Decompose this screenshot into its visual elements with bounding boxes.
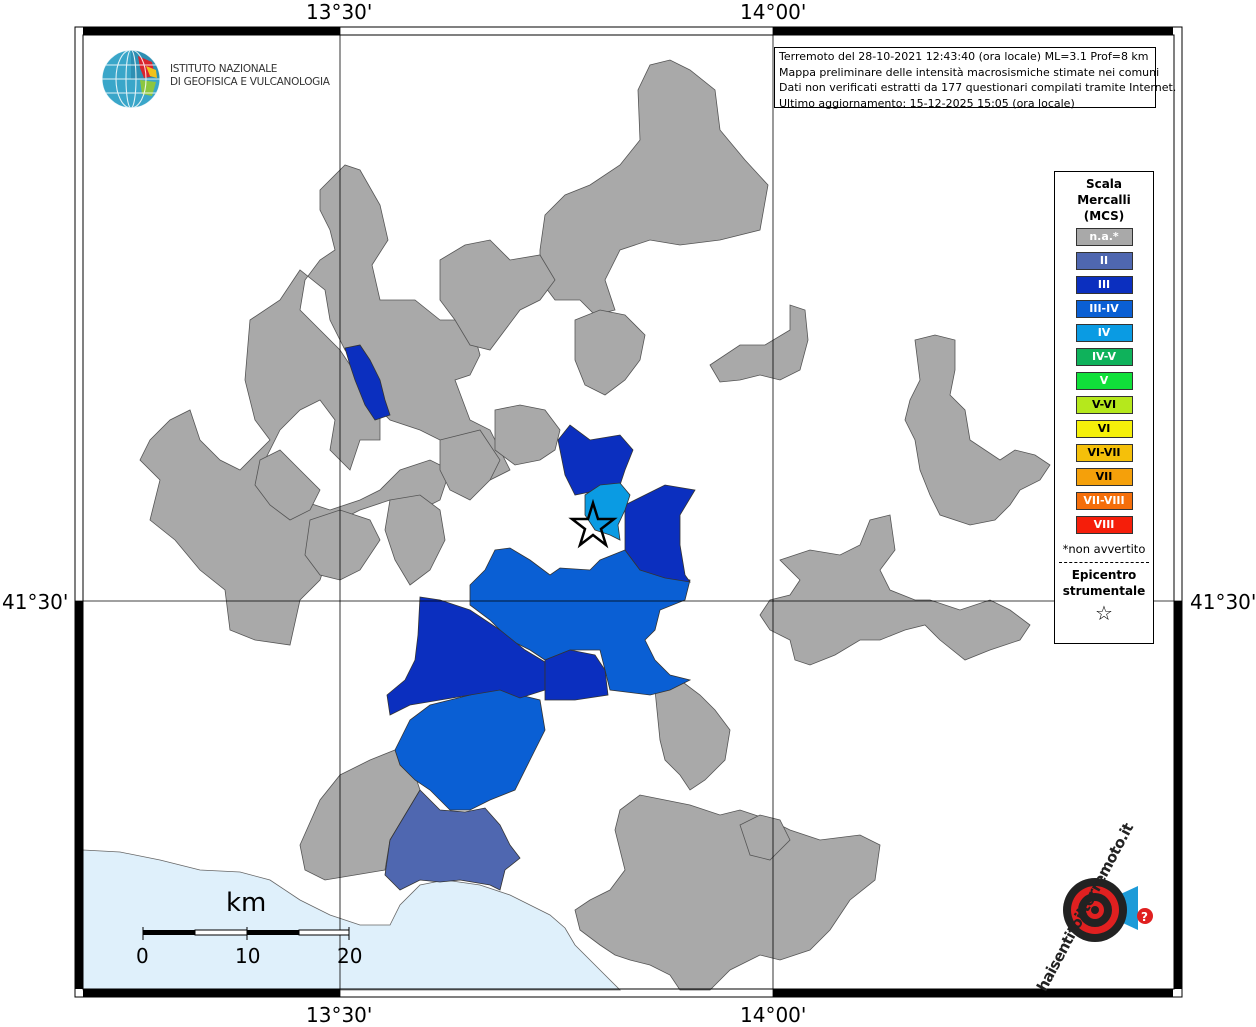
municipality-center-west — [439, 429, 501, 501]
legend-note: *non avvertito — [1062, 542, 1146, 556]
epicentre-star-icon — [568, 498, 618, 549]
mcs-legend: Scala Mercalli (MCS) n.a.* II III III-IV IV I… — [1054, 171, 1154, 644]
scale-unit: km — [226, 888, 267, 918]
graticule — [75, 27, 1182, 997]
latitude-label-right: 41°30' — [1190, 590, 1256, 614]
municipality-iii-north — [557, 424, 634, 496]
municipality-iii-south-center — [544, 649, 609, 701]
ingv-name-line2: DI GEOFISICA E VULCANOLOGIA — [170, 76, 330, 88]
municipalities-not-available — [139, 59, 1051, 991]
longitude-label-bottom-left: 13°30' — [306, 1003, 373, 1027]
legend-star-icon: ☆ — [1095, 601, 1113, 625]
legend-epicentre-line1: Epicentro — [1071, 568, 1137, 582]
longitude-label-top-left: 13°30' — [306, 0, 373, 24]
municipality-west-2 — [304, 509, 381, 581]
legend-swatch-n-a: n.a.* — [1075, 228, 1133, 246]
legend-title-line1: Scala — [1085, 177, 1123, 191]
legend-swatch-v-vi: V-VI — [1075, 396, 1133, 414]
municipality-iii-east — [624, 484, 696, 583]
municipality-ii — [384, 789, 521, 891]
ingv-logo: ISTITUTO NAZIONALE DI GEOFISICA E VULCAN… — [100, 48, 330, 110]
legend-items: n.a.* II III III-IV IV IV-V V V-VI VI VI-VII VII VI… — [1055, 228, 1153, 534]
sea — [82, 849, 621, 991]
municipality-north-3 — [574, 309, 646, 396]
map-frame — [74, 26, 1183, 998]
municipality-east-1 — [709, 304, 809, 383]
legend-swatch-iv: IV — [1075, 324, 1133, 342]
scale-tick-20: 20 — [337, 944, 363, 968]
municipality-iv — [584, 482, 631, 541]
legend-title-line2: Mercalli — [1077, 193, 1131, 207]
scale-bar — [142, 927, 350, 940]
municipality-north — [539, 59, 769, 316]
scale-tick-0: 0 — [136, 944, 149, 968]
municipality-south-2 — [574, 794, 881, 991]
municipalities-iii-iv — [394, 547, 692, 811]
svg-text:?: ? — [1141, 910, 1148, 924]
municipality-area-nw — [139, 164, 511, 646]
info-line-update: Ultimo aggiornamento: 15-12-2025 15:05 (… — [779, 96, 1075, 110]
municipality-east-2 — [904, 334, 1051, 526]
municipality-iii-west — [386, 596, 546, 716]
latitude-label-left: 41°30' — [2, 590, 69, 614]
legend-swatch-viii: VIII — [1075, 516, 1133, 534]
legend-epicentre-line2: strumentale — [1062, 584, 1146, 598]
scale-tick-10: 10 — [235, 944, 261, 968]
legend-swatch-iii-iv: III-IV — [1075, 300, 1133, 318]
legend-swatch-iv-v: IV-V — [1075, 348, 1133, 366]
municipality-north-2 — [439, 239, 556, 351]
municipality-east-3 — [759, 514, 1031, 666]
municipality-east-4 — [739, 814, 791, 861]
haisentito-logo: ? haisentitoilterremoto.it — [1030, 820, 1170, 994]
legend-swatch-v: V — [1075, 372, 1133, 390]
legend-swatch-vi-vii: VI-VII — [1075, 444, 1133, 462]
ingv-globe-icon — [101, 49, 161, 109]
legend-swatch-vi: VI — [1075, 420, 1133, 438]
ingv-name-line1: ISTITUTO NAZIONALE — [170, 63, 278, 75]
info-line-map: Mappa preliminare delle intensità macros… — [779, 65, 1160, 79]
longitude-label-bottom-right: 14°00' — [740, 1003, 807, 1027]
municipality-south-1 — [654, 679, 731, 791]
legend-swatch-ii: II — [1075, 252, 1133, 270]
earthquake-info-box: Terremoto del 28-10-2021 12:43:40 (ora l… — [774, 47, 1177, 110]
municipality-iii-iv-south — [394, 684, 546, 811]
municipality-west-3 — [384, 494, 446, 586]
legend-title-line3: (MCS) — [1083, 209, 1125, 223]
haisentito-target-icon: ? — [1063, 878, 1153, 942]
legend-swatch-vii-viii: VII-VIII — [1075, 492, 1133, 510]
info-line-event: Terremoto del 28-10-2021 12:43:40 (ora l… — [779, 50, 1149, 63]
municipality-west-4 — [254, 449, 321, 521]
legend-swatch-vii: VII — [1075, 468, 1133, 486]
municipality-iii-northwest — [344, 344, 391, 421]
longitude-label-top-right: 14°00' — [740, 0, 807, 24]
info-line-data: Dati non verificati estratti da 177 ques… — [779, 81, 1177, 94]
legend-swatch-iii: III — [1075, 276, 1133, 294]
legend-separator — [1059, 562, 1149, 563]
municipality-center-north — [494, 404, 561, 466]
municipalities-iii — [344, 344, 696, 716]
